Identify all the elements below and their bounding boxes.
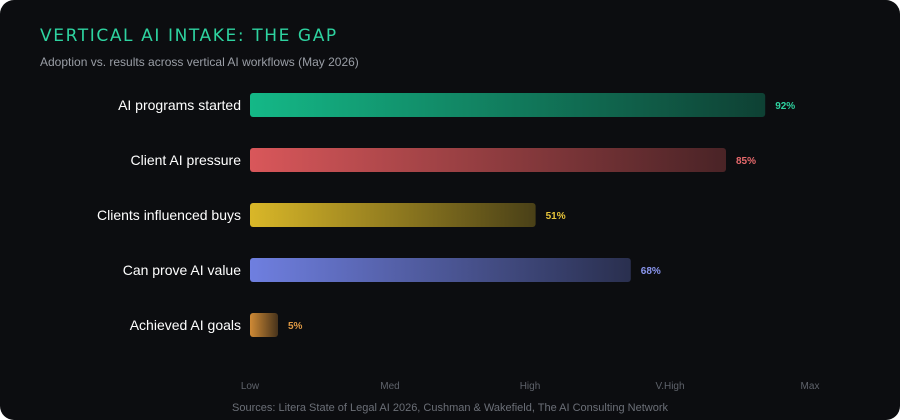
x-tick-label: V.High	[655, 381, 684, 392]
category-label: Clients influenced buys	[97, 207, 241, 223]
x-axis-ticks: Low Med High V.High Max	[241, 381, 820, 392]
value-label: 5%	[288, 321, 303, 332]
category-label: AI programs started	[118, 97, 241, 113]
bars-group: AI programs started 92% Client AI pressure…	[97, 93, 795, 337]
chart-title: VERTICAL AI INTAKE: THE GAP	[40, 26, 338, 46]
bar	[250, 203, 536, 227]
x-tick-label: Med	[380, 381, 399, 392]
value-label: 68%	[641, 266, 661, 277]
bar	[250, 148, 726, 172]
bar	[250, 258, 631, 282]
x-tick-label: Low	[241, 381, 260, 392]
category-label: Client AI pressure	[131, 152, 242, 168]
value-label: 51%	[546, 211, 566, 222]
x-tick-label: Max	[801, 381, 820, 392]
category-label: Achieved AI goals	[130, 317, 241, 333]
chart-subtitle: Adoption vs. results across vertical AI …	[40, 55, 359, 69]
chart-source: Sources: Litera State of Legal AI 2026, …	[232, 402, 668, 414]
bar	[250, 313, 278, 337]
value-label: 85%	[736, 156, 756, 167]
bar	[250, 93, 766, 117]
value-label: 92%	[775, 101, 795, 112]
x-tick-label: High	[520, 381, 541, 392]
category-label: Can prove AI value	[123, 262, 242, 278]
